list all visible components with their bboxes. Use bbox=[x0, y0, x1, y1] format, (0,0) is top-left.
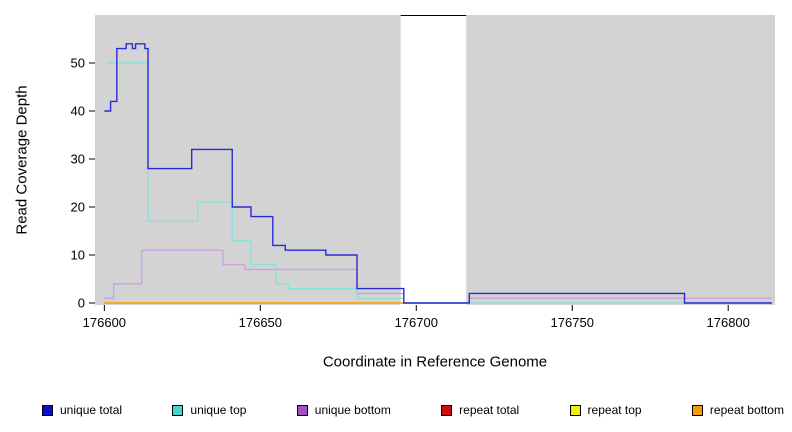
y-tick-label: 0 bbox=[78, 296, 85, 311]
series-line-unique-top bbox=[107, 62, 772, 304]
y-tick-label: 10 bbox=[71, 248, 85, 263]
y-tick-label: 20 bbox=[71, 200, 85, 215]
legend-label-repeat-bottom: repeat bottom bbox=[709, 403, 784, 417]
legend-label-unique-bottom: unique bottom bbox=[314, 403, 391, 417]
x-tick-label: 176750 bbox=[551, 315, 594, 330]
y-axis-label: Read Coverage Depth bbox=[13, 85, 31, 235]
legend-item-unique-bottom: unique bottom bbox=[296, 403, 391, 417]
legend-label-unique-top: unique top bbox=[190, 403, 247, 417]
legend-swatch-unique-bottom bbox=[296, 404, 308, 416]
legend-swatch-repeat-total bbox=[441, 404, 453, 416]
legend: unique total unique top unique bottom repea… bbox=[42, 399, 784, 421]
legend-label-unique-total: unique total bbox=[60, 403, 123, 417]
x-tick-label: 176650 bbox=[239, 315, 282, 330]
legend-item-unique-total: unique total bbox=[42, 403, 122, 417]
gap-region bbox=[400, 15, 467, 305]
legend-item-repeat-bottom: repeat bottom bbox=[691, 403, 784, 417]
x-tick-label: 176700 bbox=[395, 315, 438, 330]
legend-swatch-unique-top bbox=[172, 404, 184, 416]
y-tick-label: 40 bbox=[71, 104, 85, 119]
legend-swatch-repeat-top bbox=[569, 404, 581, 416]
legend-label-repeat-total: repeat total bbox=[459, 403, 520, 417]
legend-swatch-repeat-bottom bbox=[691, 404, 703, 416]
x-tick-label: 176600 bbox=[83, 315, 126, 330]
series-line-unique-total bbox=[104, 43, 772, 304]
legend-item-unique-top: unique top bbox=[172, 403, 246, 417]
y-tick-label: 30 bbox=[71, 152, 85, 167]
legend-item-repeat-top: repeat top bbox=[569, 403, 642, 417]
x-tick-label: 176800 bbox=[707, 315, 750, 330]
legend-label-repeat-top: repeat top bbox=[587, 403, 642, 417]
y-tick-label: 50 bbox=[71, 56, 85, 71]
x-axis-label: Coordinate in Reference Genome bbox=[322, 353, 548, 371]
legend-item-repeat-total: repeat total bbox=[441, 403, 519, 417]
legend-swatch-unique-total bbox=[42, 404, 53, 416]
